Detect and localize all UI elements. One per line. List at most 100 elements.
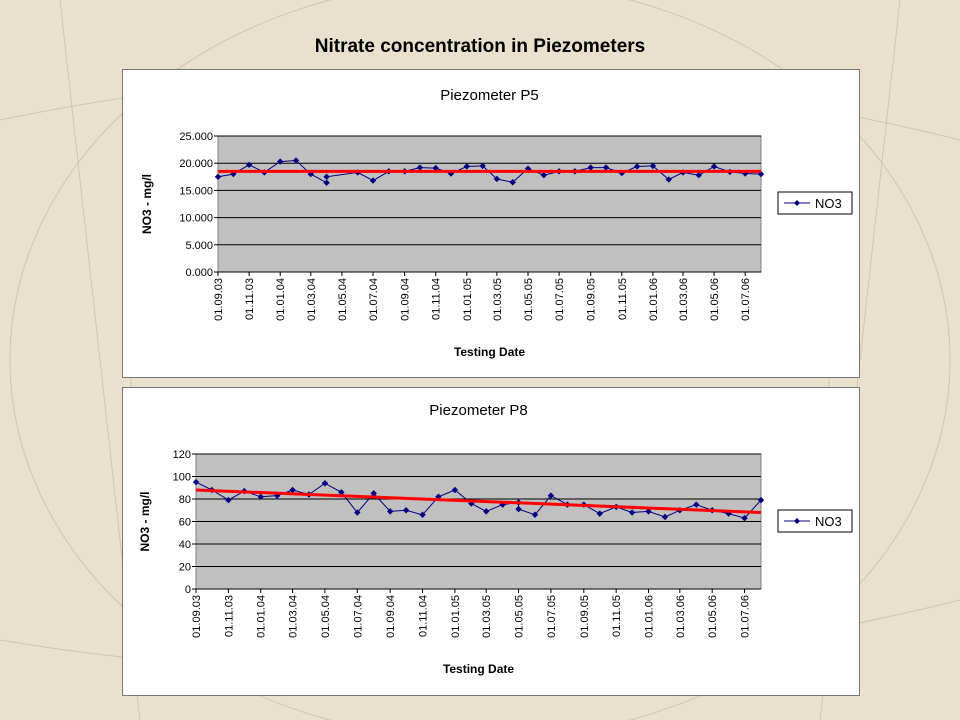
data-point bbox=[531, 511, 539, 518]
x-tick-label: 01.05.05 bbox=[514, 595, 526, 638]
slide-title: Nitrate concentration in Piezometers bbox=[314, 36, 646, 57]
y-tick-label: 100 bbox=[173, 472, 191, 484]
x-tick-label: 01.05.04 bbox=[320, 595, 332, 638]
trend-line bbox=[195, 488, 762, 514]
x-tick-label: 01.03.04 bbox=[306, 278, 318, 321]
chart-piezometer-p8: Piezometer P8 0 20 40 60 80 100 120 01.09.03 01.1… bbox=[122, 387, 860, 696]
plot-area bbox=[217, 135, 762, 273]
data-point bbox=[277, 158, 284, 165]
data-point bbox=[416, 164, 424, 171]
legend-marker bbox=[794, 518, 800, 524]
x-tick-label: 01.09.04 bbox=[400, 278, 412, 321]
data-point bbox=[587, 164, 594, 171]
data-point bbox=[645, 508, 652, 515]
data-point bbox=[628, 509, 636, 516]
data-point bbox=[741, 514, 748, 522]
y-tick-label: 80 bbox=[179, 494, 191, 506]
data-point bbox=[463, 163, 471, 170]
y-tick-label: 15.000 bbox=[179, 185, 213, 197]
data-point bbox=[741, 170, 749, 177]
legend-marker bbox=[794, 200, 800, 206]
chart-p5-svg: Piezometer P5 0.000 5.000 10.000 15.000 20.00… bbox=[140, 87, 853, 359]
x-tick-label: 01.11.04 bbox=[418, 595, 430, 637]
legend-box bbox=[777, 509, 853, 533]
x-tick-label: 01.03.04 bbox=[288, 595, 300, 638]
y-tick-label: 60 bbox=[179, 517, 191, 529]
data-point bbox=[661, 513, 669, 521]
x-tick-label: 01.03.05 bbox=[492, 278, 504, 321]
data-point bbox=[725, 510, 732, 517]
x-tick-label: 01.05.06 bbox=[707, 595, 719, 638]
data-point bbox=[695, 171, 702, 179]
x-tick-label: 01.01.06 bbox=[648, 278, 660, 321]
y-tick-label: 20 bbox=[179, 562, 191, 574]
x-axis-label: Testing Date bbox=[454, 345, 525, 359]
legend-box bbox=[777, 191, 853, 215]
data-point bbox=[479, 162, 486, 170]
x-tick-label: 01.03.05 bbox=[481, 595, 493, 638]
data-point bbox=[402, 507, 410, 514]
data-point bbox=[338, 489, 345, 496]
x-tick-label: 01.01.05 bbox=[450, 595, 462, 638]
y-tick-label: 10.000 bbox=[179, 213, 213, 225]
data-point bbox=[369, 177, 377, 184]
y-tick-label: 20.000 bbox=[179, 158, 213, 170]
data-point bbox=[225, 496, 232, 504]
x-tick-label: 01.07.04 bbox=[352, 595, 364, 638]
x-tick-label: 01.07.05 bbox=[546, 595, 558, 638]
chart-piezometer-p5: Piezometer P5 0.000 5.000 10.000 15.000 20.00… bbox=[122, 69, 860, 378]
x-tick-label: 01.07.06 bbox=[740, 278, 752, 321]
data-point bbox=[370, 490, 377, 497]
x-tick-label: 01.11.05 bbox=[611, 595, 623, 637]
x-tick-label: 01.11.03 bbox=[223, 595, 235, 637]
data-point bbox=[451, 486, 459, 494]
data-point bbox=[192, 478, 200, 486]
data-point bbox=[509, 179, 516, 186]
x-tick-label: 01.07.04 bbox=[368, 278, 380, 321]
y-tick-label: 5.000 bbox=[185, 240, 213, 252]
x-tick-label: 01.09.04 bbox=[385, 595, 397, 638]
chart-title: Piezometer P5 bbox=[440, 87, 538, 104]
data-point bbox=[257, 493, 264, 500]
data-point bbox=[693, 501, 700, 508]
data-point bbox=[354, 509, 361, 516]
x-tick-label: 01.01.04 bbox=[256, 595, 268, 638]
x-tick-label: 01.07.06 bbox=[740, 595, 752, 638]
y-tick-label: 25.000 bbox=[179, 131, 213, 143]
data-point bbox=[493, 175, 501, 183]
legend-label: NO3 bbox=[815, 196, 842, 211]
x-tick-label: 01.09.03 bbox=[213, 278, 225, 321]
chart-title: Piezometer P8 bbox=[429, 402, 527, 419]
x-tick-label: 01.11.03 bbox=[244, 278, 256, 320]
x-tick-label: 01.03.06 bbox=[678, 278, 690, 321]
x-tick-label: 01.01.06 bbox=[644, 595, 656, 638]
data-point bbox=[386, 508, 394, 515]
y-tick-label: 0 bbox=[185, 584, 191, 596]
y-tick-label: 120 bbox=[173, 449, 191, 461]
data-point bbox=[633, 163, 641, 170]
y-tick-label: 40 bbox=[179, 539, 191, 551]
y-tick-label: 0.000 bbox=[185, 267, 213, 279]
x-tick-label: 01.11.04 bbox=[431, 278, 443, 320]
x-tick-label: 01.05.04 bbox=[337, 278, 349, 321]
data-point bbox=[757, 496, 765, 504]
data-point bbox=[245, 161, 253, 169]
x-tick-label: 01.09.05 bbox=[586, 278, 598, 321]
x-tick-label: 01.09.05 bbox=[579, 595, 591, 638]
x-tick-label: 01.01.04 bbox=[275, 278, 287, 321]
x-tick-label: 01.01.05 bbox=[462, 278, 474, 321]
chart-p8-svg: Piezometer P8 0 20 40 60 80 100 120 01.09.03 01.1… bbox=[138, 402, 853, 676]
x-axis-label: Testing Date bbox=[443, 662, 514, 676]
data-point bbox=[602, 164, 610, 171]
x-tick-label: 01.03.06 bbox=[675, 595, 687, 638]
data-point bbox=[710, 163, 718, 170]
data-point bbox=[482, 508, 490, 515]
y-axis-label: NO3 - mg/l bbox=[140, 174, 154, 234]
x-tick-label: 01.05.06 bbox=[709, 278, 721, 321]
legend-label: NO3 bbox=[815, 514, 842, 529]
data-point bbox=[649, 162, 657, 170]
data-point bbox=[214, 173, 222, 180]
data-point bbox=[596, 510, 603, 517]
data-point bbox=[665, 176, 672, 183]
data-point bbox=[323, 179, 330, 186]
